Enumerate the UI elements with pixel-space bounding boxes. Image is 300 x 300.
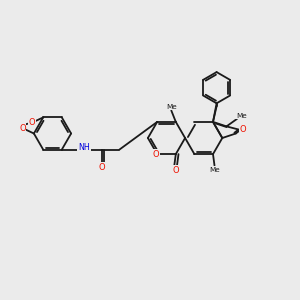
Text: O: O (28, 118, 35, 127)
Text: NH: NH (78, 143, 90, 152)
Text: O: O (239, 125, 246, 134)
Text: O: O (172, 166, 179, 175)
Text: O: O (152, 150, 159, 159)
Text: Me: Me (236, 113, 247, 119)
Text: O: O (19, 124, 26, 133)
Text: Me: Me (166, 104, 177, 110)
Text: O: O (99, 163, 105, 172)
Text: Me: Me (209, 167, 220, 173)
